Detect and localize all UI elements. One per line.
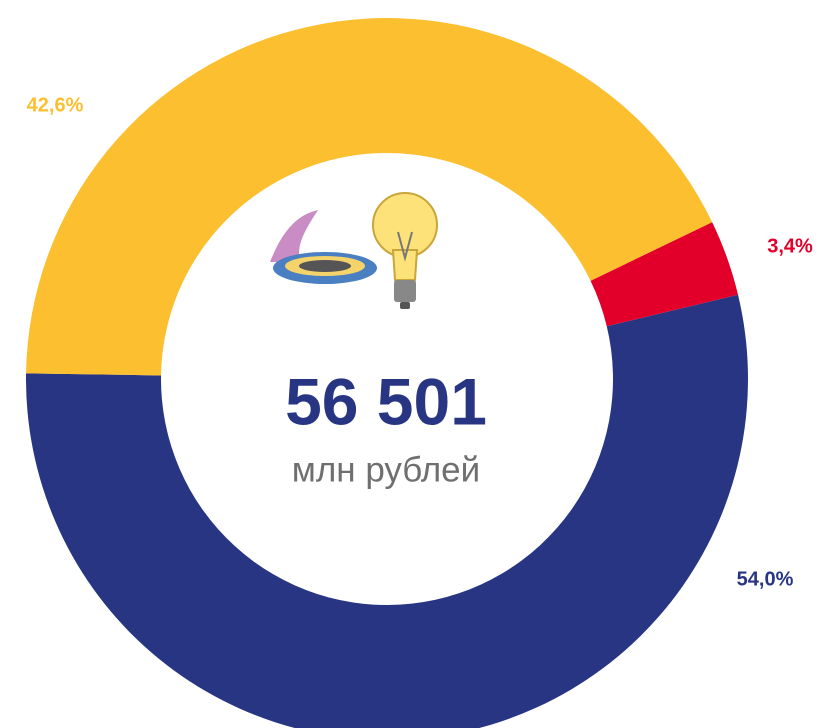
bulb-icon (372, 192, 438, 258)
donut-segment (590, 222, 739, 327)
bulb-icon (391, 249, 419, 281)
burner-icon (299, 260, 351, 272)
center-unit: млн рублей (292, 450, 480, 489)
data-label: 42,6% (27, 94, 84, 116)
center-icon (270, 192, 438, 309)
center-value: 56 501 (285, 364, 487, 438)
flame-icon (270, 210, 318, 262)
bulb-icon (394, 280, 416, 302)
data-label: 54,0% (737, 568, 794, 590)
donut-segment (26, 18, 713, 376)
bulb-icon (400, 302, 410, 309)
segments (26, 18, 748, 728)
data-label: 3,4% (767, 235, 813, 257)
donut-segment (26, 294, 748, 728)
bulb-icon (397, 231, 413, 262)
